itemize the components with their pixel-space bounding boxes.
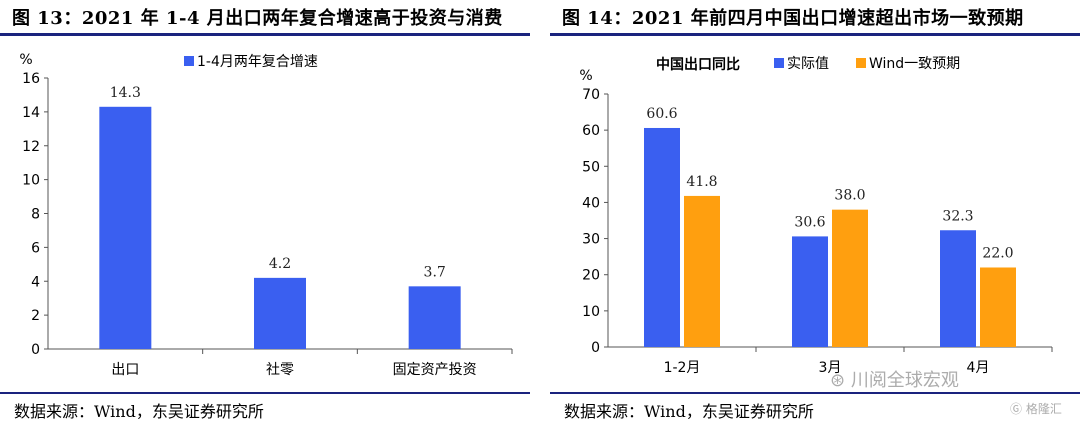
legend-swatch	[184, 56, 194, 66]
legend-swatch	[856, 58, 866, 68]
data-label: 32.3	[942, 208, 973, 224]
bar	[99, 106, 152, 349]
watermark-text: 川阅全球宏观	[850, 370, 959, 391]
data-label: 4.2	[269, 256, 291, 272]
y-tick-label: 10	[22, 173, 40, 189]
bar	[792, 236, 828, 347]
source-note: 数据来源：Wind，东吴证券研究所	[14, 402, 264, 421]
data-label: 14.3	[110, 85, 141, 101]
data-label: 22.0	[982, 245, 1013, 261]
source-rule	[0, 392, 530, 394]
y-tick-label: 6	[31, 240, 40, 256]
figure-title: 图 14：2021 年前四月中国出口增速超出市场一致预期	[562, 7, 1024, 29]
bar	[940, 230, 976, 347]
y-tick-label: 0	[31, 342, 40, 358]
title-rule	[0, 33, 530, 36]
watermark-wechat: ⊛ 川阅全球宏观	[830, 366, 959, 392]
data-label: 3.7	[424, 264, 446, 280]
data-label: 41.8	[686, 174, 717, 190]
source-rule	[550, 392, 1080, 394]
title-rule	[550, 33, 1080, 36]
chart-panel-right: 图 14：2021 年前四月中国出口增速超出市场一致预期 % 0 10 20 30 40 5…	[550, 0, 1080, 423]
x-tick-label: 固定资产投资	[393, 362, 477, 378]
data-label: 60.6	[646, 106, 677, 122]
data-label: 30.6	[794, 214, 825, 230]
y-tick-label: 40	[582, 195, 600, 211]
y-tick-label: 16	[22, 71, 40, 87]
bar-chart-export-vs-consensus: % 0 10 20 30 40 50 60 70 1-2月 3月 4月 60.6 30.6 32.3 41.8…	[579, 56, 1053, 376]
bar	[254, 277, 306, 349]
bar	[980, 267, 1016, 347]
y-unit-label: %	[19, 52, 32, 68]
y-tick-label: 50	[582, 159, 600, 175]
y-unit-label: %	[579, 68, 592, 84]
watermark-gelonghui: Ⓖ 格隆汇	[1010, 400, 1062, 417]
y-tick-label: 0	[591, 340, 600, 356]
y-tick-label: 30	[582, 232, 600, 248]
chart-panel-left: 图 13：2021 年 1-4 月出口两年复合增速高于投资与消费 % 0 2 4 6 8 1…	[0, 0, 530, 423]
x-tick-label: 1-2月	[664, 360, 701, 376]
y-tick-label: 60	[582, 123, 600, 139]
figure-title: 图 13：2021 年 1-4 月出口两年复合增速高于投资与消费	[12, 7, 503, 29]
bar-chart-export-growth: % 0 2 4 6 8 10 12 14 16 出口 社零 固定资产投资 14.3 4.2 3.7 1-4月两年…	[19, 52, 513, 378]
legend-label: Wind一致预期	[869, 56, 960, 72]
bar	[408, 286, 461, 349]
y-tick-label: 2	[31, 308, 40, 324]
legend-label: 1-4月两年复合增速	[197, 53, 318, 70]
x-tick-label: 出口	[111, 362, 139, 378]
y-tick-label: 12	[22, 139, 40, 155]
wechat-icon: ⊛	[830, 370, 846, 391]
data-label: 38.0	[834, 188, 865, 204]
x-tick-label: 3月	[819, 360, 842, 376]
bar	[684, 195, 720, 347]
watermark-text: 格隆汇	[1025, 402, 1062, 416]
legend-swatch	[774, 58, 784, 68]
y-tick-label: 14	[22, 105, 40, 121]
x-tick-label: 社零	[266, 362, 294, 378]
y-tick-label: 70	[582, 87, 600, 103]
y-tick-label: 4	[31, 274, 40, 290]
legend-label: 实际值	[787, 56, 829, 72]
x-tick-label: 4月	[967, 360, 990, 376]
bar	[832, 209, 868, 347]
y-tick-label: 8	[31, 207, 40, 223]
source-note: 数据来源：Wind，东吴证券研究所	[564, 402, 814, 421]
y-tick-label: 10	[582, 304, 600, 320]
y-tick-label: 20	[582, 268, 600, 284]
bar	[644, 127, 680, 347]
chart-title: 中国出口同比	[656, 56, 740, 73]
logo-icon: Ⓖ	[1010, 402, 1023, 416]
